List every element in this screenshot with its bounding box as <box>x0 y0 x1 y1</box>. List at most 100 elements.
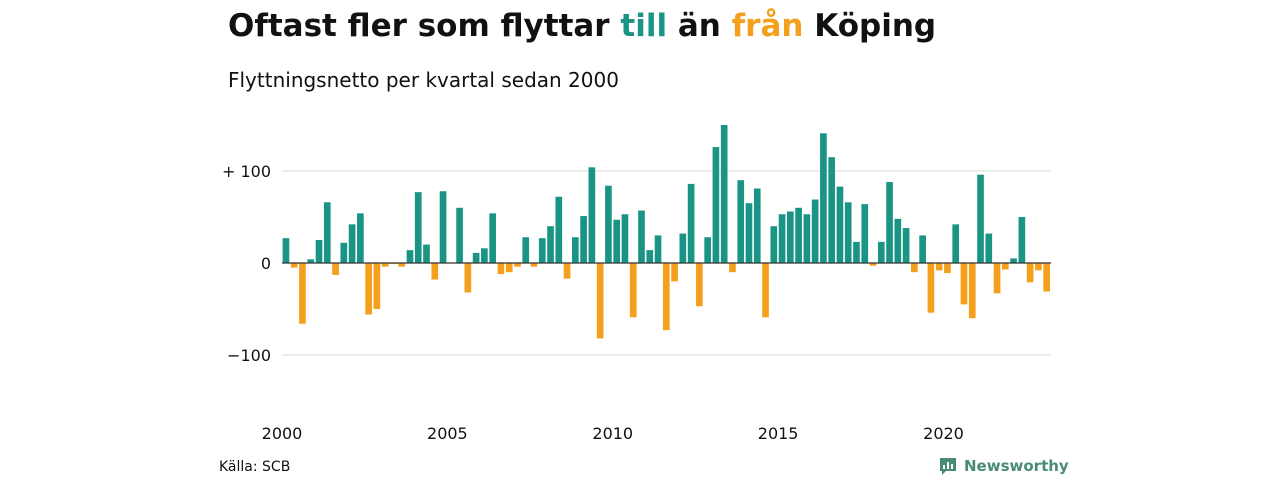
bar-positive <box>894 218 902 263</box>
bar-positive <box>745 203 753 263</box>
bar-positive <box>555 196 563 263</box>
title-part: Köping <box>803 8 937 44</box>
bar-positive <box>654 235 662 263</box>
bar-negative <box>927 263 935 313</box>
brand-name: Newsworthy <box>964 457 1069 475</box>
bar-negative <box>696 263 703 307</box>
bar-positive <box>547 226 554 263</box>
bar-positive <box>828 157 836 263</box>
bar-negative <box>563 263 571 279</box>
bar-negative <box>662 263 670 331</box>
bar-negative <box>944 263 951 274</box>
bar-positive <box>538 238 546 263</box>
newsworthy-logo-icon <box>940 458 956 475</box>
bar-negative <box>993 263 1001 294</box>
bar-negative <box>629 263 637 318</box>
bar-positive <box>572 237 579 263</box>
bar-positive <box>456 207 463 263</box>
bar-positive <box>795 207 802 263</box>
bar-positive <box>621 214 629 263</box>
bar-negative <box>1001 263 1009 270</box>
bar-positive <box>605 185 612 263</box>
bar-negative <box>762 263 769 318</box>
bar-negative <box>968 263 976 319</box>
bar-negative <box>290 263 298 268</box>
bar-positive <box>307 259 315 263</box>
bar-negative <box>431 263 439 280</box>
y-tick-label: + 100 <box>222 162 271 181</box>
bar-positive <box>844 202 852 263</box>
bar-negative <box>911 263 918 273</box>
bar-negative <box>596 263 604 339</box>
bar-positive <box>977 174 984 263</box>
title-part: än <box>667 8 732 44</box>
bar-negative <box>505 263 513 273</box>
bar-positive <box>423 244 430 263</box>
x-tick-label: 2015 <box>758 424 799 443</box>
title-part: till <box>620 8 668 44</box>
bar-negative <box>729 263 736 273</box>
bar-positive <box>687 183 695 263</box>
bar-negative <box>398 263 406 267</box>
title-part: från <box>731 8 804 44</box>
bar-negative <box>671 263 678 282</box>
bar-positive <box>811 199 819 263</box>
bar-positive <box>803 214 811 263</box>
bar-positive <box>853 241 860 263</box>
bar-positive <box>489 213 496 263</box>
brand-logo: Newsworthy <box>938 456 1069 476</box>
bar-positive <box>323 202 331 263</box>
x-tick-label: 2010 <box>592 424 633 443</box>
bar-positive <box>357 213 364 263</box>
bar-positive <box>919 235 926 263</box>
bar-positive <box>472 252 480 263</box>
bar-positive <box>1010 258 1017 263</box>
y-tick-label: −100 <box>227 346 271 365</box>
bar-positive <box>737 180 745 263</box>
x-tick-label: 2000 <box>262 424 303 443</box>
title-part: Oftast fler som flyttar <box>228 8 621 44</box>
bar-positive <box>439 191 447 263</box>
bar-positive <box>315 240 323 263</box>
chart-subtitle: Flyttningsnetto per kvartal sedan 2000 <box>228 68 619 92</box>
bar-positive <box>613 219 621 263</box>
bar-negative <box>299 263 306 324</box>
bar-negative <box>935 263 943 271</box>
bar-negative <box>464 263 472 293</box>
bar-positive <box>985 233 993 263</box>
bar-positive <box>481 248 488 263</box>
bar-positive <box>861 204 869 263</box>
bar-negative <box>1035 263 1042 271</box>
bar-positive <box>778 214 786 263</box>
x-tick-label: 2020 <box>923 424 964 443</box>
bar-positive <box>638 210 645 263</box>
bar-positive <box>902 228 910 263</box>
bar-positive <box>282 238 290 263</box>
bar-positive <box>1018 217 1026 263</box>
bar-positive <box>886 182 893 263</box>
bar-positive <box>406 250 414 263</box>
y-tick-label: 0 <box>261 254 271 273</box>
bar-positive <box>679 233 687 263</box>
bar-positive <box>580 216 587 263</box>
bar-negative <box>381 263 389 267</box>
bar-positive <box>753 188 761 263</box>
bar-negative <box>530 263 538 267</box>
bar-positive <box>588 167 596 263</box>
bar-positive <box>770 226 778 263</box>
bar-negative <box>497 263 505 275</box>
source-note: Källa: SCB <box>219 459 291 475</box>
bar-positive <box>820 133 827 263</box>
bar-positive <box>522 237 530 263</box>
bar-positive <box>786 211 794 263</box>
chart-title: Oftast fler som flyttar till än från Köp… <box>228 8 936 44</box>
bar-positive <box>720 125 728 263</box>
bar-positive <box>952 224 960 263</box>
x-tick-label: 2005 <box>427 424 468 443</box>
bar-negative <box>332 263 339 275</box>
bar-negative <box>1043 263 1050 292</box>
bar-positive <box>877 241 885 263</box>
bar-negative <box>373 263 381 309</box>
bar-positive <box>348 224 356 263</box>
